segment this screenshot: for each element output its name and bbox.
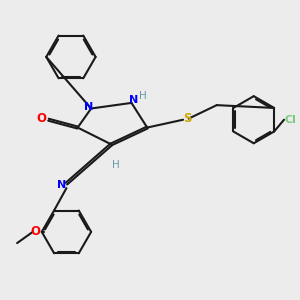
Text: H: H <box>112 160 120 170</box>
Text: O: O <box>37 112 47 125</box>
Text: S: S <box>183 112 192 125</box>
Text: N: N <box>84 102 94 112</box>
Text: N: N <box>57 180 67 190</box>
Text: Cl: Cl <box>285 115 297 125</box>
Text: N: N <box>129 94 138 104</box>
Text: O: O <box>30 225 40 239</box>
Text: H: H <box>139 91 147 101</box>
